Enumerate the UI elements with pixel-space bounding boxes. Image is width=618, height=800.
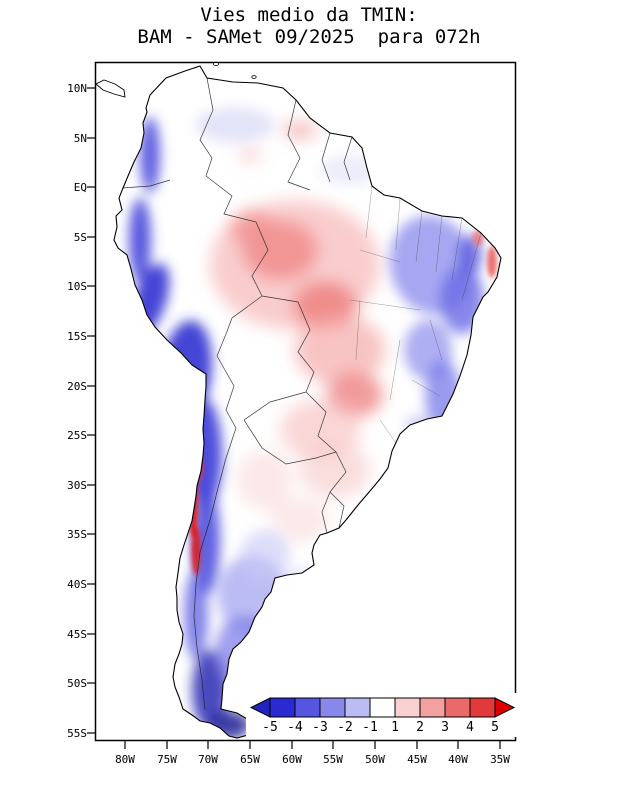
lat-tick-label-55S: 55S — [67, 727, 87, 740]
colorbar-segment — [469, 697, 496, 718]
lon-tick-label-40W: 40W — [448, 753, 468, 766]
lat-tick-label-5N: 5N — [74, 132, 87, 145]
panama-landmass — [96, 79, 126, 98]
figure-title-line1: Vies medio da TMIN: — [200, 4, 418, 26]
country-borders — [121, 77, 353, 711]
colorbar: -5 -4 -3 -2 -1 1 2 3 4 5 — [246, 693, 520, 737]
lon-tick-label-80W: 80W — [115, 753, 135, 766]
colorbar-label-neg5: -5 — [262, 720, 278, 735]
lat-tick-label-EQ: EQ — [74, 181, 87, 194]
colorbar-label-pos5: 5 — [491, 720, 499, 735]
lon-tick-label-55W: 55W — [323, 753, 343, 766]
lon-tick-label-70W: 70W — [198, 753, 218, 766]
lat-axis-labels: 10N 5N EQ 5S 10S 15S 20S 25S 30S 35S 40S… — [67, 82, 87, 740]
small-islands — [213, 63, 257, 79]
lat-tick-label-10N: 10N — [67, 82, 87, 95]
lat-tick-label-10S: 10S — [67, 280, 87, 293]
colorbar-arrow-right — [494, 697, 516, 718]
bias-field-positive — [210, 120, 385, 542]
colorbar-segments — [269, 697, 496, 718]
colorbar-label-neg2: -2 — [337, 720, 353, 735]
lat-tick-label-45S: 45S — [67, 628, 87, 641]
colorbar-labels: -5 -4 -3 -2 -1 1 2 3 4 5 — [262, 720, 499, 735]
colorbar-label-neg3: -3 — [312, 720, 328, 735]
colorbar-label-neg4: -4 — [287, 720, 303, 735]
lat-tick-label-35S: 35S — [67, 528, 87, 541]
figure-title-line2: BAM - SAMet 09/2025 para 072h — [137, 26, 481, 48]
lat-tick-label-40S: 40S — [67, 578, 87, 591]
lat-tick-label-25S: 25S — [67, 429, 87, 442]
colorbar-label-pos1: 1 — [391, 720, 399, 735]
colorbar-label-pos2: 2 — [416, 720, 424, 735]
lat-tick-label-30S: 30S — [67, 479, 87, 492]
colorbar-segment — [294, 697, 321, 718]
map-layer — [96, 63, 502, 739]
colorbar-segment — [419, 697, 446, 718]
colorbar-segment — [369, 697, 396, 718]
colorbar-label-pos3: 3 — [441, 720, 449, 735]
colorbar-label-pos4: 4 — [466, 720, 474, 735]
lon-tick-label-60W: 60W — [282, 753, 302, 766]
lat-tick-label-15S: 15S — [67, 330, 87, 343]
lon-tick-label-45W: 45W — [407, 753, 427, 766]
lat-tick-label-20S: 20S — [67, 380, 87, 393]
colorbar-segment — [394, 697, 421, 718]
colorbar-segment — [269, 697, 296, 718]
lon-tick-marks — [124, 741, 501, 749]
lon-axis-labels: 80W 75W 70W 65W 60W 55W 50W 45W 40W 35W — [115, 753, 510, 766]
lat-tick-label-5S: 5S — [74, 231, 87, 244]
lon-tick-label-75W: 75W — [157, 753, 177, 766]
colorbar-segment — [344, 697, 371, 718]
lon-tick-label-35W: 35W — [490, 753, 510, 766]
lon-tick-label-65W: 65W — [240, 753, 260, 766]
state-borders — [349, 185, 482, 447]
plot-frame — [94, 61, 517, 742]
coastline — [113, 65, 502, 739]
colorbar-label-neg1: -1 — [362, 720, 378, 735]
lon-tick-label-50W: 50W — [365, 753, 385, 766]
lat-tick-label-50S: 50S — [67, 677, 87, 690]
colorbar-segment — [319, 697, 346, 718]
colorbar-segment — [444, 697, 471, 718]
lat-tick-marks — [87, 87, 95, 734]
